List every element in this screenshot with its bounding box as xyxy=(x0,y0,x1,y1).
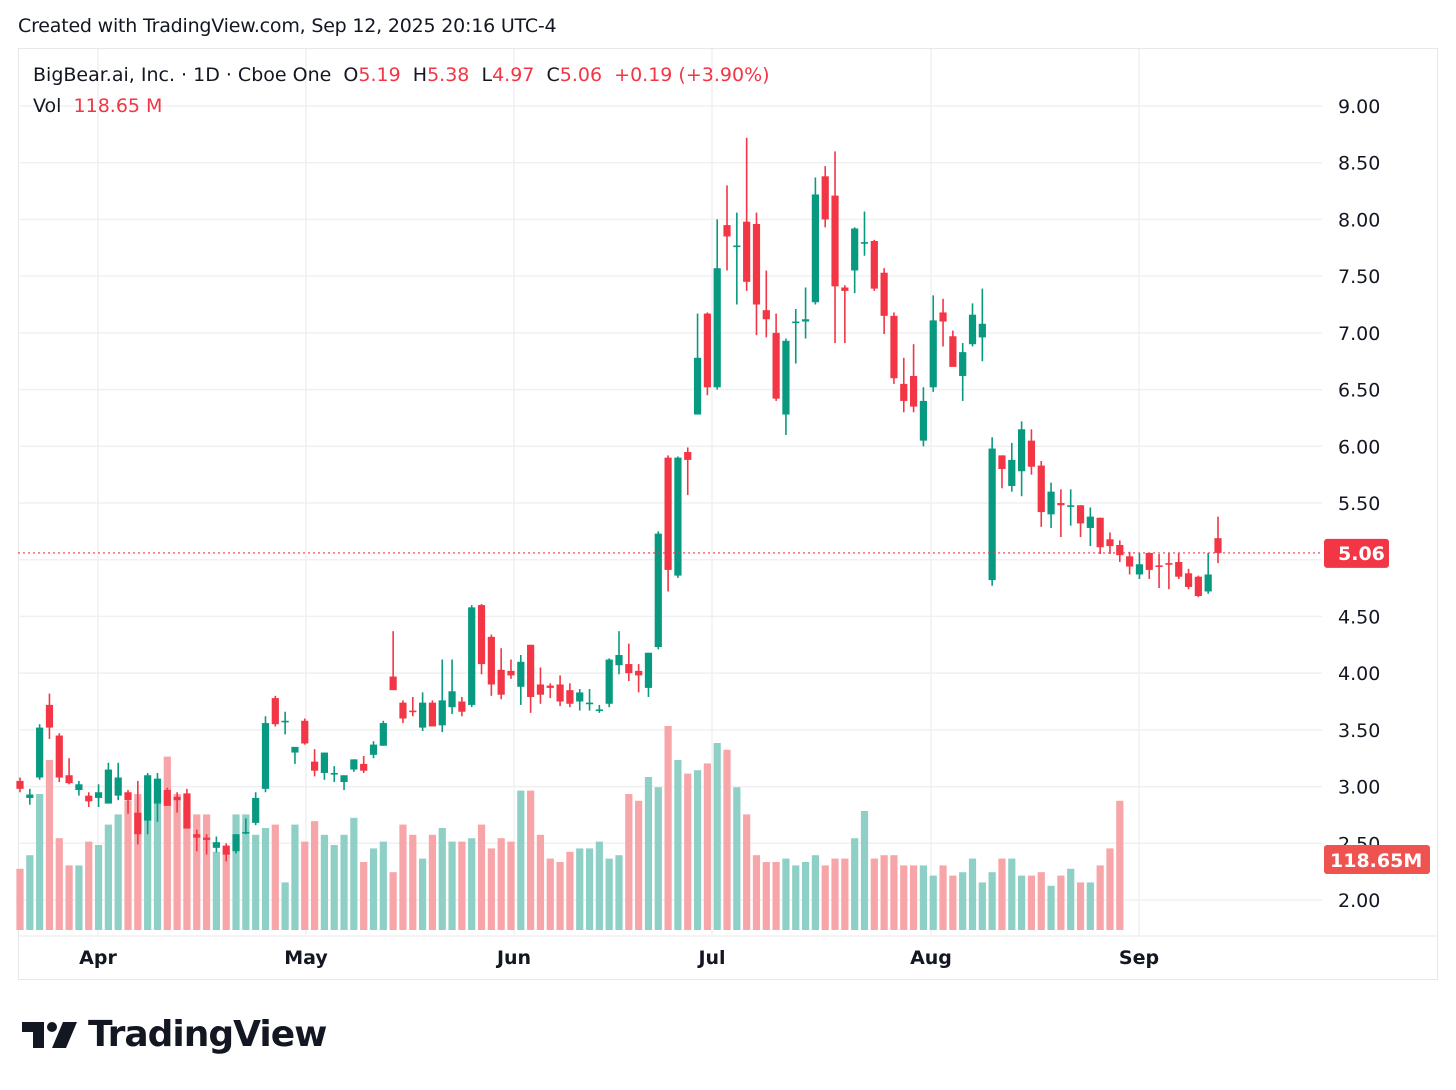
svg-text:8.50: 8.50 xyxy=(1338,153,1380,175)
chart-frame xyxy=(18,48,1438,980)
svg-text:7.00: 7.00 xyxy=(1338,323,1380,345)
svg-text:Jun: Jun xyxy=(495,947,531,969)
svg-text:8.00: 8.00 xyxy=(1338,209,1380,231)
svg-text:6.00: 6.00 xyxy=(1338,436,1380,458)
svg-text:5.06: 5.06 xyxy=(1338,543,1385,565)
svg-text:3.00: 3.00 xyxy=(1338,777,1380,799)
svg-text:4.50: 4.50 xyxy=(1338,606,1380,628)
close-value: 5.06 xyxy=(559,64,603,86)
svg-text:May: May xyxy=(284,947,328,969)
tradingview-logo-text: TradingView xyxy=(88,1014,327,1055)
created-with-caption: Created with TradingView.com, Sep 12, 20… xyxy=(18,15,557,37)
svg-text:Aug: Aug xyxy=(910,947,952,969)
symbol-label: BigBear.ai, Inc. · 1D · Cboe One xyxy=(33,64,332,86)
open-label: O xyxy=(343,64,359,86)
volume-bars xyxy=(16,726,1124,930)
time-axis: Apr May Jun Jul Aug Sep xyxy=(79,947,1159,969)
svg-text:Jul: Jul xyxy=(696,947,725,969)
tradingview-logo: TradingView xyxy=(22,1014,327,1055)
high-value: 5.38 xyxy=(427,64,470,86)
svg-text:6.50: 6.50 xyxy=(1338,380,1380,402)
svg-text:118.65M: 118.65M xyxy=(1330,850,1422,872)
change-value: +0.19 (+3.90%) xyxy=(614,64,770,86)
svg-text:7.50: 7.50 xyxy=(1338,266,1380,288)
svg-text:Apr: Apr xyxy=(79,947,117,969)
price-axis: 9.00 8.50 8.00 7.50 7.00 6.50 6.00 5.50 4.50 4.00… xyxy=(1324,96,1430,912)
low-label: L xyxy=(481,64,493,86)
ohlc-legend: BigBear.ai, Inc. · 1D · Cboe One O5.19 H… xyxy=(33,64,770,86)
svg-text:9.00: 9.00 xyxy=(1338,96,1380,118)
volume-legend: Vol 118.65 M xyxy=(33,95,162,117)
low-value: 4.97 xyxy=(492,64,535,86)
svg-text:Sep: Sep xyxy=(1119,947,1159,969)
volume-value: 118.65 M xyxy=(73,95,163,117)
open-value: 5.19 xyxy=(358,64,401,86)
svg-text:2.00: 2.00 xyxy=(1338,890,1380,912)
high-label: H xyxy=(412,64,428,86)
price-candles xyxy=(16,137,1222,862)
tradingview-logo-icon xyxy=(22,1021,77,1048)
svg-text:5.50: 5.50 xyxy=(1338,493,1380,515)
volume-label: Vol xyxy=(33,95,62,117)
close-label: C xyxy=(546,64,560,86)
svg-text:3.50: 3.50 xyxy=(1338,720,1380,742)
svg-text:4.00: 4.00 xyxy=(1338,663,1380,685)
